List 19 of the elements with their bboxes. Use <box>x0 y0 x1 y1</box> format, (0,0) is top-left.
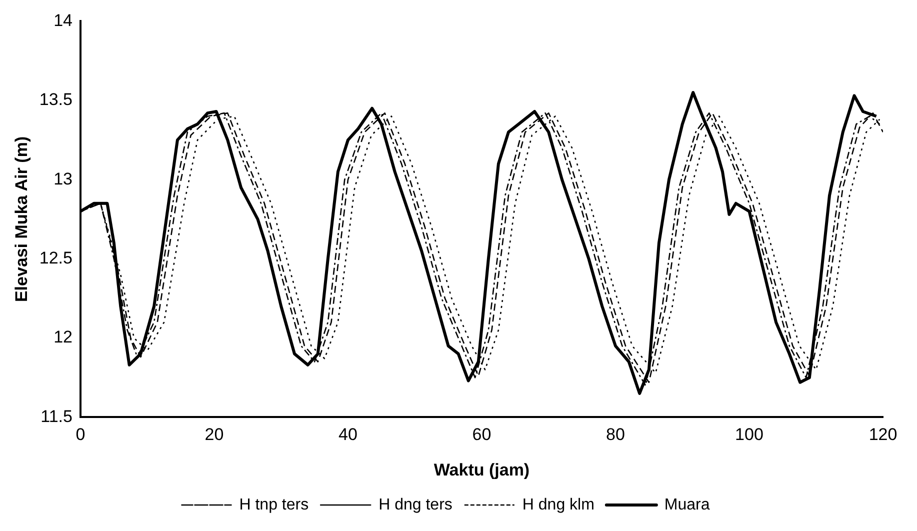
x-tick-label: 80 <box>606 425 625 444</box>
x-tick-label: 120 <box>868 425 898 444</box>
legend-label: H dng klm <box>522 496 594 514</box>
y-tick-label: 11.5 <box>40 406 72 426</box>
x-tick-label: 60 <box>472 425 492 444</box>
y-tick-label: 13 <box>54 169 72 188</box>
legend-label: Muara <box>664 496 710 514</box>
x-axis-title: Waktu (jam) <box>434 460 530 480</box>
y-tick-label: 13.5 <box>39 90 72 110</box>
y-tick-label: 12.5 <box>39 248 72 268</box>
x-tick-label: 20 <box>204 425 224 444</box>
y-tick-label: 14 <box>54 10 72 30</box>
x-tick-label: 40 <box>338 425 358 444</box>
legend-label: H dng ters <box>378 496 452 514</box>
x-tick-label: 100 <box>735 425 764 444</box>
y-axis-title: Elevasi Muka Air (m) <box>12 136 31 302</box>
y-tick-label: 12 <box>54 328 72 347</box>
legend-label: H tnp ters <box>239 496 309 514</box>
x-tick-label: 0 <box>76 425 86 444</box>
